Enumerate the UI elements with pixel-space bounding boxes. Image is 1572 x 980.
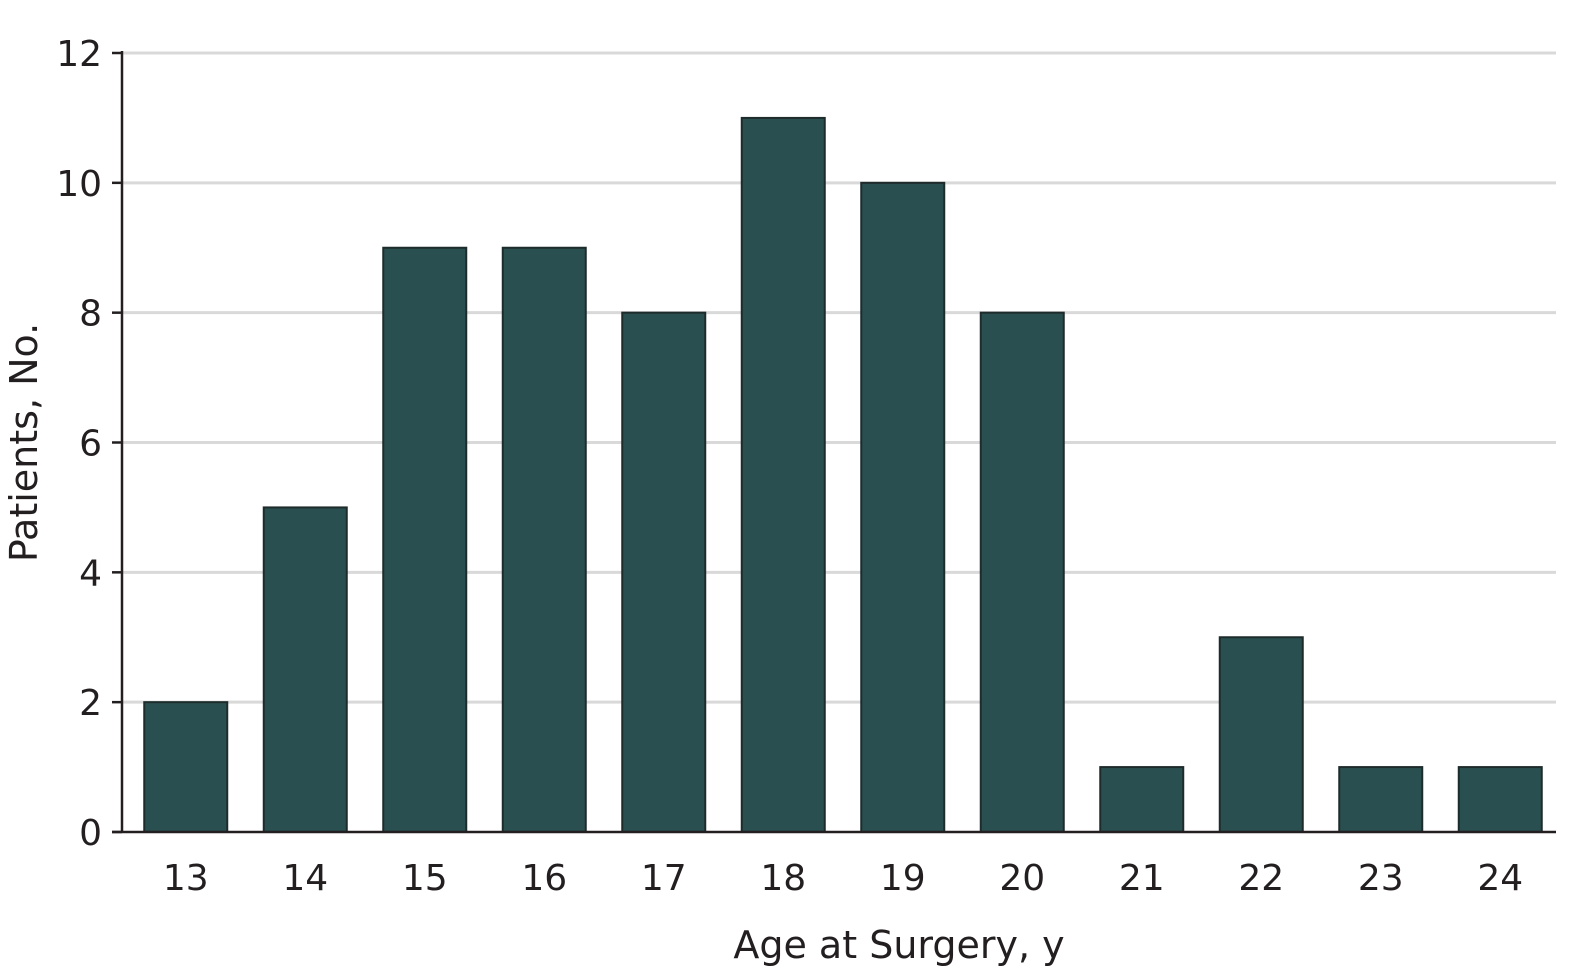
x-axis-ticks: 13 14 15 16 17 18 19 20 21 22 23 24 [163, 858, 1523, 899]
y-tick-label: 10 [56, 164, 102, 205]
x-tick-label: 20 [999, 858, 1045, 899]
x-tick-label: 19 [880, 858, 926, 899]
y-tick-label: 0 [79, 813, 102, 854]
bar-18 [740, 116, 826, 833]
y-tick-label: 2 [79, 683, 102, 724]
x-tick-label: 14 [282, 858, 328, 899]
x-tick-label: 13 [163, 858, 209, 899]
y-tick-label: 4 [79, 553, 102, 594]
bar-22 [1218, 636, 1304, 833]
x-tick-label: 22 [1238, 858, 1284, 899]
bars [143, 116, 1543, 834]
bar-19 [860, 181, 946, 834]
x-tick-label: 24 [1477, 858, 1523, 899]
bar-21 [1099, 766, 1185, 833]
bar-24 [1457, 766, 1543, 833]
y-tick-label: 6 [79, 424, 102, 465]
x-tick-label: 16 [521, 858, 567, 899]
y-tick-label: 8 [79, 294, 102, 335]
bar-23 [1338, 766, 1424, 833]
bar-14 [262, 506, 348, 833]
y-axis-ticks: 0 2 4 6 8 10 12 [56, 34, 122, 854]
x-tick-label: 18 [760, 858, 806, 899]
y-tick-label: 12 [56, 34, 102, 75]
bar-15 [382, 246, 468, 833]
y-axis-title: Patients, No. [2, 323, 46, 562]
x-tick-label: 15 [402, 858, 448, 899]
x-tick-label: 21 [1119, 858, 1165, 899]
bar-20 [979, 311, 1065, 833]
bar-16 [501, 246, 587, 833]
x-tick-label: 23 [1358, 858, 1404, 899]
bar-13 [143, 701, 229, 834]
x-axis-title: Age at Surgery, y [733, 923, 1064, 967]
bar-17 [621, 311, 707, 833]
x-tick-label: 17 [641, 858, 687, 899]
gridlines [122, 51, 1556, 704]
